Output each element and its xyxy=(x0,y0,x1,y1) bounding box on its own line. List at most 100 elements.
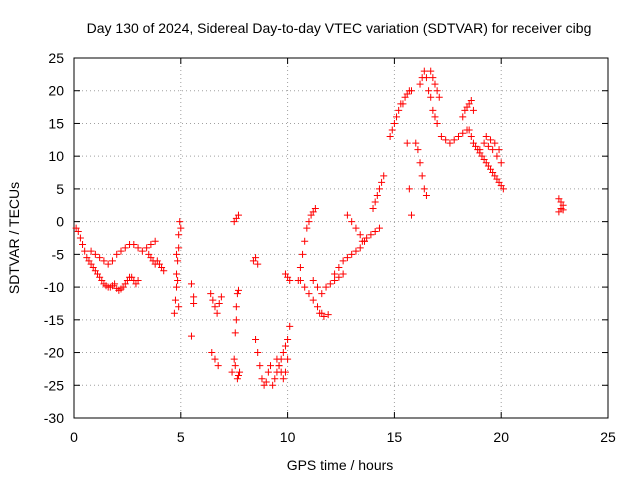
data-point-marker xyxy=(320,313,328,321)
y-tick-label: -10 xyxy=(44,279,64,295)
data-point-marker xyxy=(356,231,364,239)
data-point-marker xyxy=(231,362,239,370)
data-point-marker xyxy=(403,139,411,147)
y-tick-label: -15 xyxy=(44,312,64,328)
data-point-marker xyxy=(264,368,272,376)
data-point-marker xyxy=(279,375,287,383)
data-point-marker xyxy=(121,244,129,252)
data-point-marker xyxy=(495,146,503,154)
data-point-marker xyxy=(422,191,430,199)
data-point-marker xyxy=(173,283,181,291)
data-point-marker xyxy=(427,93,435,101)
data-point-marker xyxy=(358,237,366,245)
data-point-marker xyxy=(405,185,413,193)
data-point-marker xyxy=(375,224,383,232)
data-point-marker xyxy=(208,349,216,357)
data-point-marker xyxy=(305,290,313,298)
data-point-marker xyxy=(176,218,184,226)
data-point-marker xyxy=(100,257,108,265)
data-point-marker xyxy=(301,237,309,245)
data-point-marker xyxy=(254,349,262,357)
data-point-marker xyxy=(425,87,433,95)
data-point-marker xyxy=(386,133,394,141)
data-point-marker xyxy=(314,283,322,291)
x-tick-label: 0 xyxy=(70,429,78,445)
data-point-marker xyxy=(399,100,407,108)
data-point-marker xyxy=(352,247,360,255)
y-axis-label: SDTVAR / TECUs xyxy=(6,182,22,294)
x-tick-label: 25 xyxy=(600,429,616,445)
data-point-marker xyxy=(427,67,435,75)
data-point-marker xyxy=(465,126,473,134)
data-point-marker xyxy=(170,309,178,317)
data-point-marker xyxy=(81,247,89,255)
data-point-marker xyxy=(275,362,283,370)
data-point-marker xyxy=(493,152,501,160)
data-point-marker xyxy=(234,286,242,294)
data-point-marker xyxy=(209,296,217,304)
data-point-marker xyxy=(393,113,401,121)
data-point-marker xyxy=(395,106,403,114)
data-point-marker xyxy=(482,133,490,141)
data-point-marker xyxy=(422,74,430,82)
data-point-marker xyxy=(429,106,437,114)
data-point-marker xyxy=(231,329,239,337)
data-point-marker xyxy=(160,267,168,275)
data-point-marker xyxy=(79,241,87,249)
x-axis: 0 5 10 15 20 25 xyxy=(70,58,616,445)
data-point-marker xyxy=(301,283,309,291)
data-point-marker xyxy=(230,355,238,363)
data-point-marker xyxy=(190,299,198,307)
data-point-marker xyxy=(187,332,195,340)
data-point-marker xyxy=(177,224,185,232)
data-point-marker xyxy=(318,290,326,298)
data-point-marker xyxy=(74,227,82,235)
data-point-marker xyxy=(352,224,360,232)
data-point-marker xyxy=(497,159,505,167)
data-point-marker xyxy=(487,136,495,144)
data-point-marker xyxy=(174,277,182,285)
x-tick-label: 10 xyxy=(280,429,296,445)
data-point-marker xyxy=(388,126,396,134)
data-point-marker xyxy=(267,362,275,370)
data-point-marker xyxy=(348,218,356,226)
data-point-marker xyxy=(217,293,225,301)
y-tick-label: -20 xyxy=(44,345,64,361)
data-point-marker xyxy=(234,211,242,219)
data-point-marker xyxy=(356,244,364,252)
data-point-marker xyxy=(211,355,219,363)
data-point-marker xyxy=(390,119,398,127)
y-tick-label: 5 xyxy=(56,181,64,197)
y-tick-label: 10 xyxy=(48,148,64,164)
data-point-marker xyxy=(454,133,462,141)
data-point-marker xyxy=(256,362,264,370)
data-point-marker xyxy=(378,178,386,186)
data-point-marker xyxy=(284,355,292,363)
data-point-marker xyxy=(491,139,499,147)
x-tick-label: 5 xyxy=(177,429,185,445)
data-point-marker xyxy=(279,349,287,357)
data-point-marker xyxy=(369,205,377,213)
data-point-marker xyxy=(87,247,95,255)
data-point-marker xyxy=(269,381,277,389)
data-point-marker xyxy=(375,185,383,193)
data-point-marker xyxy=(371,198,379,206)
data-point-marker xyxy=(559,206,567,214)
data-point-marker xyxy=(431,80,439,88)
data-point-marker xyxy=(174,257,182,265)
y-tick-label: -5 xyxy=(52,246,65,262)
data-point-marker xyxy=(420,185,428,193)
data-point-marker xyxy=(480,139,488,147)
data-point-marker xyxy=(173,270,181,278)
data-point-marker xyxy=(108,257,116,265)
x-tick-label: 15 xyxy=(387,429,403,445)
data-point-marker xyxy=(173,250,181,258)
data-point-marker xyxy=(296,263,304,271)
data-point-marker xyxy=(435,93,443,101)
data-point-marker xyxy=(175,303,183,311)
data-point-marker xyxy=(335,263,343,271)
data-point-marker xyxy=(296,277,304,285)
y-tick-label: -25 xyxy=(44,377,64,393)
data-point-marker xyxy=(322,283,330,291)
data-point-marker xyxy=(459,113,467,121)
